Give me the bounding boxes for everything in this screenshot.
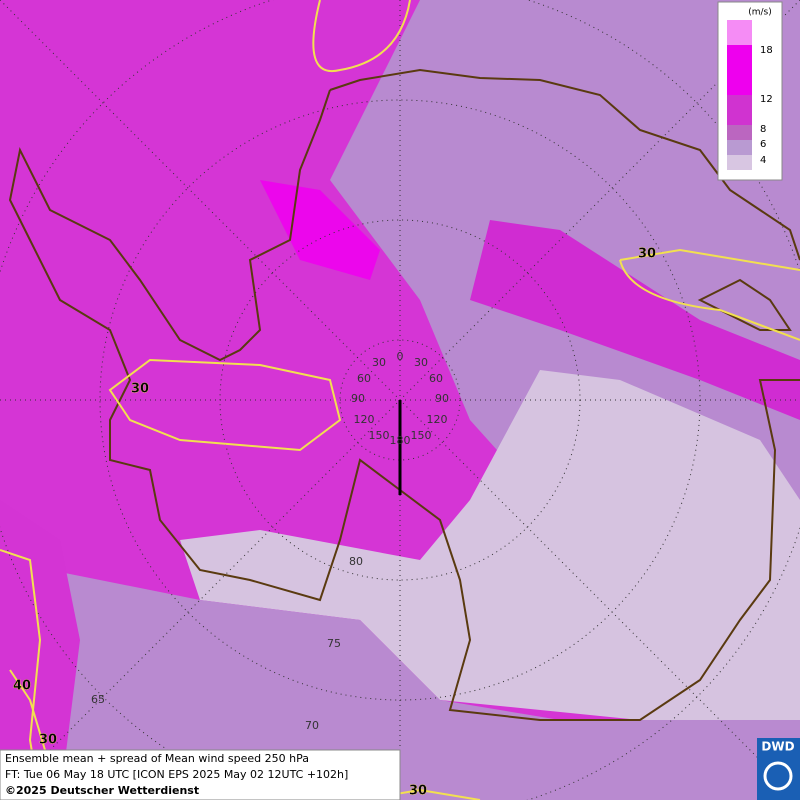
legend-swatch [727,140,752,155]
logo-icon [763,761,793,791]
latitude-label: 75 [327,637,341,650]
longitude-label: 0 [397,350,404,363]
contour-label: 30 [409,784,427,799]
wind-region [470,220,800,420]
footer-box [0,749,401,800]
legend-level: 18 [760,45,773,56]
longitude-label: 150 [411,429,432,442]
longitude-label: 150 [369,429,390,442]
legend-swatch [727,95,752,125]
contour-label: 40 [13,679,31,694]
wind-region [260,180,380,280]
latitude-label: 65 [91,693,105,706]
legend-swatch [727,155,752,170]
contour-label: 30 [638,247,656,262]
legend-level: 6 [760,139,766,150]
longitude-label: 180 [390,434,411,447]
legend-unit: (m/s) [748,8,772,18]
longitude-label: 120 [354,413,375,426]
legend-level: 8 [760,124,766,135]
wind-region [180,370,800,720]
footer-line: Ensemble mean + spread of Mean wind spee… [5,752,309,765]
longitude-label: 60 [429,372,443,385]
longitude-label: 90 [351,392,365,405]
longitude-label: 30 [414,356,428,369]
latitude-label: 70 [305,719,319,732]
footer-line: FT: Tue 06 May 18 UTC [ICON EPS 2025 May… [5,768,348,781]
legend-swatch [727,20,752,45]
legend-level: 12 [760,94,773,105]
legend-swatch [727,45,752,95]
longitude-label: 120 [427,413,448,426]
contour-label: 30 [39,733,57,748]
logo-text: DWD [761,740,794,754]
longitude-label: 90 [435,392,449,405]
longitude-label: 30 [372,356,386,369]
latitude-label: 80 [349,555,363,568]
legend-swatch [727,125,752,140]
contour-label: 30 [131,382,149,397]
longitude-label: 60 [357,372,371,385]
legend-level: 4 [760,155,766,166]
footer-line: ©2025 Deutscher Wetterdienst [5,784,199,797]
